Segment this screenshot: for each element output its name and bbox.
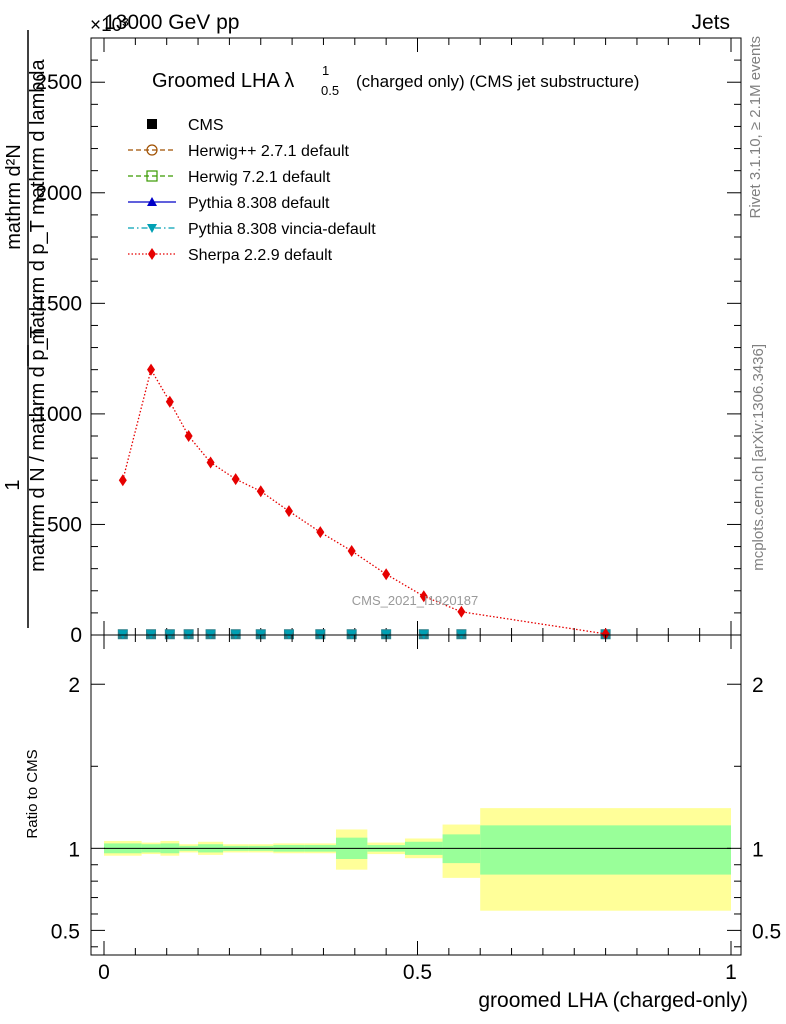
header-left: 13000 GeV pp: [104, 11, 239, 34]
y-tick-label: 2000: [35, 182, 82, 205]
legend-label: CMS: [188, 117, 224, 134]
sherpa-markers: [118, 363, 610, 640]
legend-entry: CMS: [147, 117, 224, 134]
watermark: CMS_2021_I1920187: [352, 593, 479, 608]
ylabel-line: mathrm d p_T mathrm d lambda: [27, 58, 49, 344]
marker-diamond: [284, 505, 293, 518]
y-tick-label: 2500: [35, 71, 82, 94]
y-tick-label: 500: [47, 513, 82, 536]
marker-diamond: [231, 473, 240, 486]
title-sub: 0.5: [321, 83, 339, 98]
legend-label: Herwig++ 2.7.1 default: [188, 143, 350, 160]
ylabel-line: mathrm d N / mathrm d p_T: [27, 326, 49, 572]
marker-circle: [146, 144, 158, 156]
x-tick-label: 0: [98, 961, 110, 984]
marker-diamond: [147, 363, 156, 376]
main-y-axis: 0 500 1000 1500 2000 2500: [35, 37, 741, 647]
marker-diamond: [118, 474, 127, 487]
x-axis-label: groomed LHA (charged-only): [478, 989, 748, 1012]
marker-triangle-up: [147, 197, 157, 206]
legend-label: Sherpa 2.2.9 default: [188, 247, 333, 264]
band-stat-13: [480, 825, 731, 875]
ratio-tick-label: 0.5: [51, 920, 80, 943]
x-tick-label: 1: [725, 961, 737, 984]
marker-diamond: [316, 526, 325, 539]
marker-diamond: [382, 568, 391, 581]
legend-entry: Sherpa 2.2.9 default: [128, 247, 333, 264]
marker-square: [147, 119, 157, 129]
ratio-tick-label-right: 2: [752, 674, 764, 697]
legend-entry: Pythia 8.308 default: [128, 195, 330, 212]
ratio-panel: 0 0.5 10.5 0.51 12 2: [51, 634, 781, 984]
marker-diamond: [419, 590, 428, 603]
ylabel-line: mathrm d²N: [3, 144, 25, 250]
labels: 13000 GeV pp Jets ×10³ CMS_2021_I1920187…: [24, 11, 767, 1012]
title-rest: (charged only) (CMS jet substructure): [356, 72, 639, 91]
marker-diamond: [165, 395, 174, 408]
marker-diamond: [206, 456, 215, 469]
marker-diamond: [184, 430, 193, 442]
marker-square-open: [146, 170, 158, 182]
y-multiplier: ×10³: [90, 15, 129, 36]
header-right: Jets: [691, 11, 730, 34]
legend-label: Pythia 8.308 default: [188, 195, 330, 212]
marker-diamond: [347, 544, 356, 557]
marker-diamond: [148, 248, 156, 260]
marker-diamond: [256, 485, 265, 498]
x-tick-label: 0.5: [403, 961, 432, 984]
ratio-tick-label-right: 0.5: [752, 920, 781, 943]
y-tick-label: 1000: [35, 403, 82, 426]
marker-triangle-down: [147, 224, 157, 233]
legend-entry: Herwig++ 2.7.1 default: [128, 143, 350, 160]
mcplots-label: mcplots.cern.ch [arXiv:1306.3436]: [750, 344, 767, 571]
legend-label: Pythia 8.308 vincia-default: [188, 221, 376, 238]
plot-title: Groomed LHA λ: [152, 70, 294, 92]
ratio-tick-label: 1: [68, 838, 80, 861]
ratio-tick-label-right: 1: [752, 838, 764, 861]
title-sup: 1: [322, 63, 329, 78]
generator-markers: [117, 629, 611, 640]
ratio-frame: [90, 634, 742, 956]
ratio-tick-label: 2: [68, 674, 80, 697]
legend-entry: Pythia 8.308 vincia-default: [128, 221, 376, 238]
ylabel-line: 1: [2, 479, 24, 490]
ratio-ylabel: Ratio to CMS: [24, 749, 41, 838]
legend-entry: Herwig 7.2.1 default: [128, 169, 331, 186]
x-axis: 0 0.5 1: [98, 635, 737, 984]
rivet-label: Rivet 3.1.10, ≥ 2.1M events: [747, 36, 764, 219]
ratio-y-axis: 0.5 0.5 1 1 2 2: [51, 674, 781, 948]
marker-diamond: [601, 627, 610, 640]
y-tick-label: 1500: [35, 292, 82, 315]
y-tick-label: 0: [70, 624, 82, 647]
marker-diamond: [457, 605, 466, 618]
legend: CMS Herwig++ 2.7.1 default Herwig 7.2.1 de…: [128, 117, 376, 264]
legend-label: Herwig 7.2.1 default: [188, 169, 331, 186]
sherpa-line: [122, 367, 606, 635]
y-axis-label: mathrm d²N mathrm d p_T mathrm d lambda 1 m…: [2, 30, 49, 628]
